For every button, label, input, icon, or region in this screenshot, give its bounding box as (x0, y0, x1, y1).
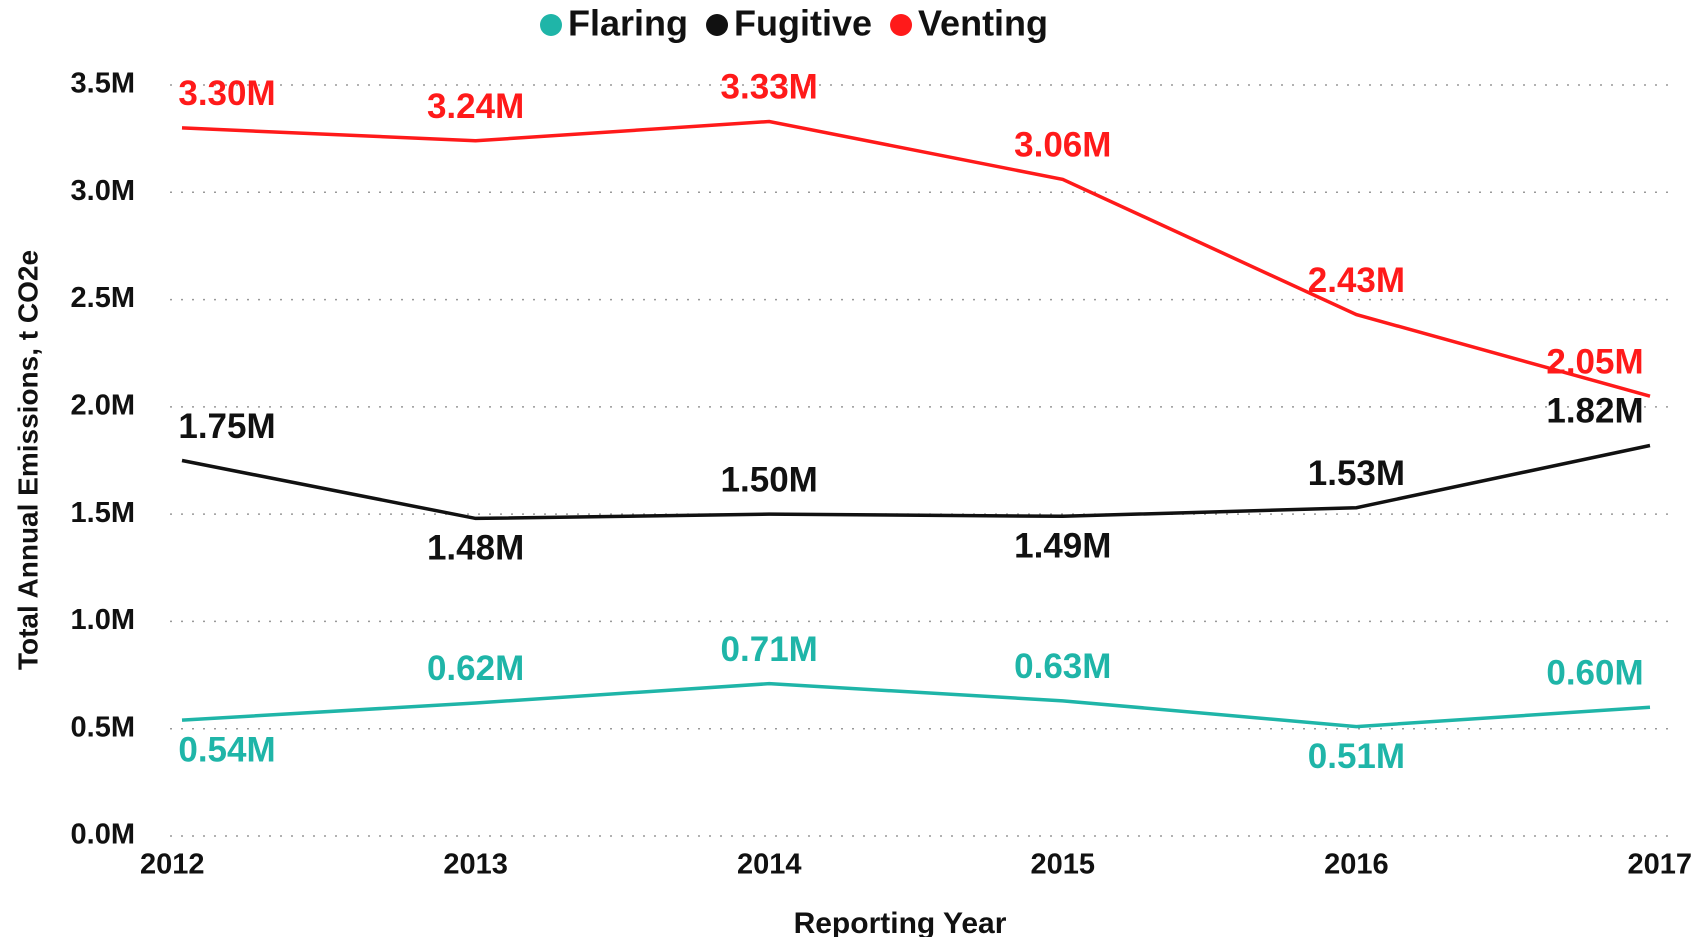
data-label: 1.82M (1546, 392, 1643, 431)
y-tick-label: 3.0M (71, 175, 135, 207)
data-label: 0.54M (178, 730, 275, 769)
x-axis-title: Reporting Year (794, 907, 1007, 937)
legend-label: Venting (918, 3, 1048, 44)
data-label: 1.48M (427, 529, 524, 568)
x-tick-label: 2013 (443, 849, 508, 881)
legend-marker (540, 14, 562, 36)
data-label: 1.49M (1014, 527, 1111, 566)
data-label: 0.63M (1014, 647, 1111, 686)
y-tick-label: 0.0M (71, 819, 135, 851)
legend-marker (890, 14, 913, 36)
legend-label: Flaring (568, 3, 688, 44)
x-tick-label: 2014 (737, 849, 802, 881)
data-label: 1.50M (721, 460, 818, 499)
legend: Flaring Fugitive Venting (540, 3, 1048, 44)
series-line (181, 443, 1651, 521)
data-label: 3.30M (178, 74, 275, 113)
data-label: 2.43M (1308, 261, 1405, 300)
y-tick-label: 2.5M (71, 282, 135, 314)
legend-marker (706, 14, 729, 36)
legend-label: Fugitive (734, 3, 872, 44)
data-label: 0.60M (1546, 654, 1643, 693)
y-tick-label: 0.5M (71, 711, 135, 743)
data-label: 0.71M (721, 630, 818, 669)
data-label: 0.62M (427, 649, 524, 688)
y-axis-title: Total Annual Emissions, t CO2e (12, 250, 43, 670)
data-label: 3.06M (1014, 126, 1111, 165)
data-label: 2.05M (1546, 342, 1643, 381)
y-tick-label: 1.5M (71, 497, 135, 529)
x-tick-label: 2015 (1031, 849, 1096, 881)
data-label: 0.51M (1308, 737, 1405, 776)
y-tick-label: 3.5M (71, 68, 135, 100)
data-label: 1.75M (178, 407, 275, 446)
data-label: 3.33M (721, 68, 818, 107)
series-line (181, 681, 1651, 729)
y-tick-label: 2.0M (71, 390, 135, 422)
data-label: 1.53M (1308, 454, 1405, 493)
series-line (181, 119, 1651, 398)
x-tick-label: 2017 (1627, 849, 1692, 881)
x-tick-label: 2012 (140, 849, 205, 881)
data-label: 3.24M (427, 87, 524, 126)
y-tick-label: 1.0M (71, 604, 135, 636)
x-tick-label: 2016 (1324, 849, 1389, 881)
